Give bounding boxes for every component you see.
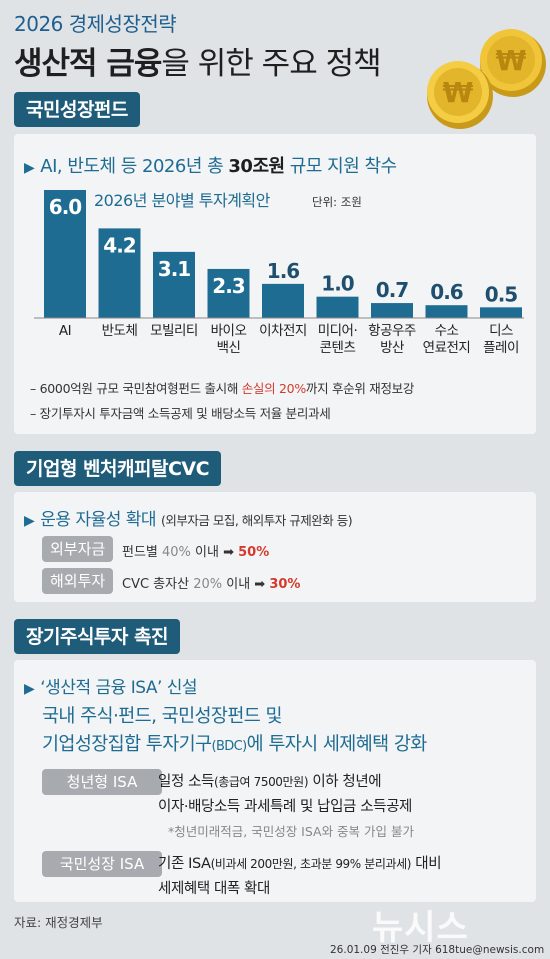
category-label: 미디어· [318,323,358,339]
category-label: 콘텐츠 [320,340,356,356]
won-coins-icon: ₩ ₩ [427,29,546,129]
section-badge-national-growth-fund: 국민성장펀드 [14,92,140,127]
bar-3 [207,268,250,318]
section1-headline: ▶ AI, 반도체 등 2026년 총 30조원 규모 지원 착수 [24,156,397,177]
category-label: 디스 [489,323,513,339]
title-bold: 생산적 금융 [14,46,162,82]
title-rest: 을 위한 주요 정책 [161,46,381,82]
bar-2 [153,251,195,318]
bar-value-label: 3.1 [158,257,191,281]
category-label: 연료전지 [423,340,471,356]
chart-unit: 단위: 조원 [312,195,362,209]
category-label: 이차전지 [259,323,307,339]
triangle-bullet-icon: ▶ [24,513,35,529]
section1-note-2: – 장기투자시 투자금액 소득공제 및 배당소득 저율 분리과세 [30,406,331,421]
page-title: 생산적 금융을 위한 주요 정책 [14,38,382,83]
triangle-bullet-icon: ▶ [24,681,35,697]
youth-isa-note: *청년미래적금, 국민성장 ISA와 중복 가입 불가 [168,824,414,839]
source-text: 자료: 재정경제부 [14,915,103,930]
bar-value-label: 0.5 [485,282,518,306]
bar-7 [425,305,468,318]
bar-6 [371,303,413,318]
triangle-bullet-icon: ▶ [24,160,35,176]
bar-1 [98,228,141,318]
section-badge-long-term-stock: 장기주식투자 촉진 [14,619,180,654]
investment-bar-chart: 2026년 분야별 투자계획안 단위: 조원 6.0 AI 4.2 반도체 3.1 모빌리… [34,190,524,356]
credit-text: 26.01.09 전진우 기자 618tue@newsis.com [330,944,545,956]
bar-8 [480,307,522,318]
category-label: AI [59,323,71,339]
section1-note-1: – 6000억원 규모 국민참여형펀드 출시해 손실의 20%까지 후순위 재정… [30,381,415,396]
category-label: 바이오 [211,323,247,339]
national-growth-isa-line-2: 세제혜택 대폭 확대 [158,881,270,897]
youth-isa-line-1: 일정 소득(총급여 7500만원) 이하 청년에 [158,774,382,790]
section3-headline: ▶ ‘생산적 금융 ISA’ 신설 [24,678,198,698]
pill-national-growth-isa: 국민성장 ISA [42,851,162,877]
category-label: 항공우주 [368,323,416,339]
youth-isa-line-2: 이자·배당소득 과세특례 및 납입금 소득공제 [158,799,412,815]
category-label: 모빌리티 [150,323,198,339]
header-subtitle: 2026 경제성장전략 [14,12,177,36]
pill-overseas-investment: 해외투자 [42,568,114,594]
bar-value-label: 4.2 [103,233,136,257]
national-growth-isa-line-1: 기존 ISA(비과세 200만원, 초과분 99% 분리과세) 대비 [158,856,442,872]
newsis-watermark: 뉴시스 [372,908,469,948]
category-label: 방산 [380,340,404,356]
chart-title: 2026년 분야별 투자계획안 [94,191,271,210]
bar-0 [44,190,86,318]
bar-4 [262,283,304,318]
section3-line-2: 기업성장집합 투자기구(BDC)에 투자시 세제혜택 강화 [42,734,427,755]
section-badge-cvc: 기업형 벤처캐피탈CVC [14,451,222,486]
bar-value-label: 2.3 [212,274,245,298]
pill-youth-isa: 청년형 ISA [42,769,162,795]
category-label: 수소 [435,323,459,339]
bar-value-label: 1.6 [267,259,300,283]
external-funds-text: 펀드별 40% 이내 ➡ 50% [122,545,270,560]
category-label: 백신 [217,340,241,356]
pill-external-funds: 외부자금 [42,536,114,562]
overseas-investment-text: CVC 총자산 20% 이내 ➡ 30% [122,577,301,592]
svg-text:₩: ₩ [443,76,474,109]
category-label: 반도체 [102,323,138,339]
bar-value-label: 0.6 [430,280,463,304]
bar-value-label: 1.0 [321,272,354,296]
bar-value-label: 0.7 [376,278,409,302]
bar-value-label: 6.0 [49,195,82,219]
category-label: 플레이 [483,340,519,356]
section3-line-1: 국내 주식·펀드, 국민성장펀드 및 [42,706,282,727]
bar-5 [316,296,359,318]
section2-headline: ▶ 운용 자율성 확대 (외부자금 모집, 해외투자 규제완화 등) [24,510,353,530]
svg-text:₩: ₩ [496,44,527,77]
